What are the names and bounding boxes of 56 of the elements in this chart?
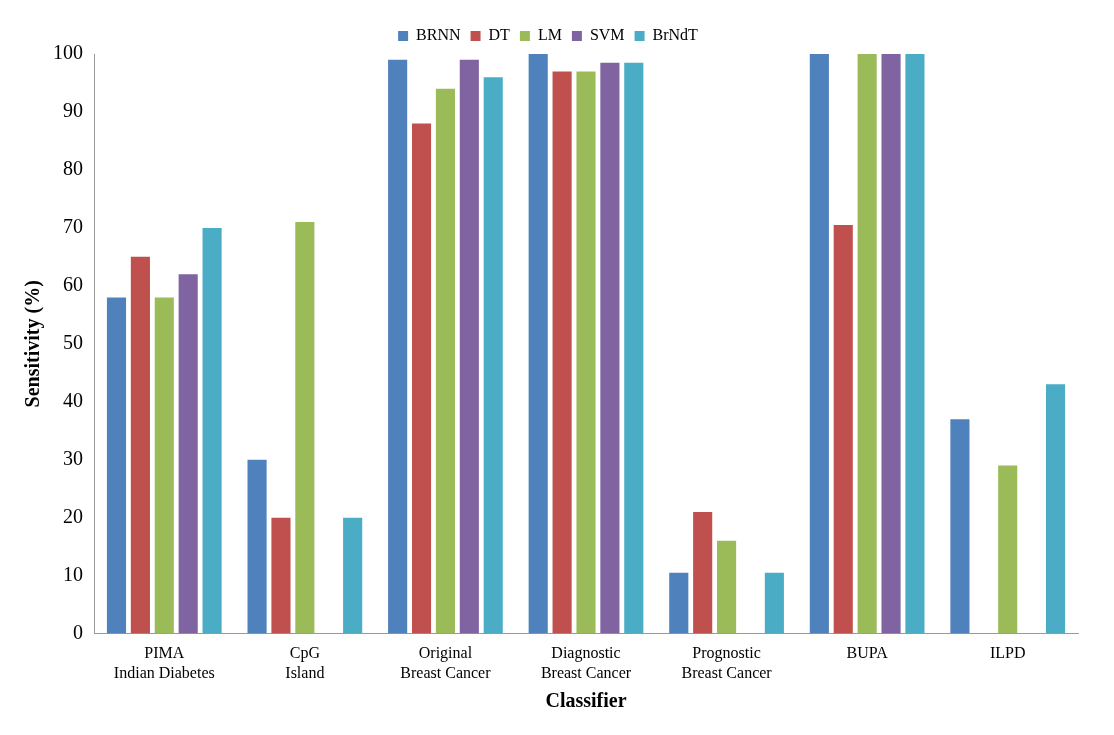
- bar: [178, 274, 198, 634]
- x-tick-label: Original Breast Cancer: [400, 644, 492, 681]
- bar: [459, 59, 479, 634]
- bar: [1045, 384, 1066, 634]
- y-tick-label: 90: [63, 99, 83, 122]
- bar: [343, 517, 363, 634]
- y-tick-label: 40: [63, 389, 83, 412]
- bar: [271, 517, 291, 634]
- bar: [693, 511, 713, 634]
- bar: [106, 297, 127, 634]
- bar: [411, 123, 432, 634]
- y-tick-label: 0: [73, 620, 83, 643]
- bar: [247, 459, 267, 634]
- bar: [809, 54, 829, 634]
- bar: [202, 227, 222, 634]
- bar: [833, 224, 853, 634]
- legend-label: DT: [488, 26, 511, 44]
- legend-label: BRNN: [416, 26, 461, 44]
- x-tick-label: PIMA Indian Diabetes: [113, 644, 215, 681]
- x-tick-label: Prognostic Breast Cancer: [681, 644, 773, 681]
- bar: [764, 572, 784, 634]
- legend-label: LM: [537, 26, 562, 44]
- x-tick-label: ILPD: [989, 644, 1026, 662]
- x-tick-label: BUPA: [846, 644, 889, 662]
- y-tick-label: 80: [63, 157, 83, 180]
- bar: [435, 88, 455, 634]
- legend-label: SVM: [589, 26, 625, 44]
- bar: [857, 54, 877, 634]
- x-axis-title: Classifier: [545, 689, 627, 712]
- bar: [624, 62, 644, 634]
- bar: [669, 572, 689, 634]
- y-axis-title: Sensitivity (%): [21, 280, 45, 408]
- bar: [950, 419, 970, 634]
- x-tick-label: CpG Island: [285, 644, 325, 681]
- bar: [881, 54, 901, 634]
- bar: [295, 222, 315, 634]
- y-tick-label: 10: [63, 562, 83, 585]
- bar: [717, 540, 737, 634]
- bar: [130, 256, 150, 634]
- x-tick-label: Diagnostic Breast Cancer: [540, 644, 632, 681]
- legend-label: BrNdT: [652, 26, 699, 44]
- bar: [483, 77, 503, 634]
- bar: [600, 62, 620, 634]
- y-tick-label: 60: [63, 273, 83, 296]
- bar: [905, 54, 925, 634]
- y-tick-label: 70: [63, 215, 83, 238]
- bar: [388, 59, 408, 634]
- y-tick-label: 30: [63, 446, 83, 469]
- bar: [998, 465, 1018, 634]
- y-tick-label: 100: [53, 41, 83, 64]
- bar: [576, 71, 596, 634]
- bar: [552, 71, 572, 634]
- y-tick-label: 20: [63, 504, 83, 527]
- bar: [154, 297, 174, 634]
- bar: [528, 54, 548, 634]
- y-tick-label: 50: [63, 331, 83, 354]
